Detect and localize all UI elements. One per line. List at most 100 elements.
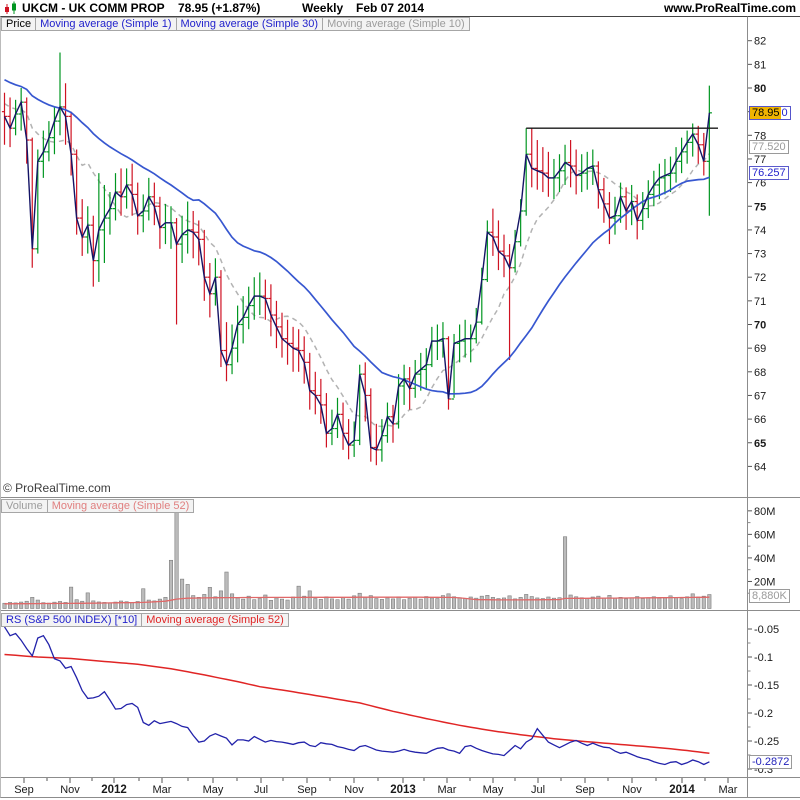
volume-bar xyxy=(141,588,146,609)
volume-bar xyxy=(85,592,90,609)
volume-bar xyxy=(146,599,151,609)
volume-bar xyxy=(191,595,196,609)
volume-bar xyxy=(74,599,79,609)
month-label: 2014 xyxy=(669,784,695,796)
volume-bar xyxy=(224,571,229,609)
price-indicator-tabs: Price Moving average (Simple 1) Moving ave… xyxy=(1,17,470,31)
volume-bar xyxy=(596,595,601,609)
volume-bar xyxy=(218,590,223,609)
month-label: 2012 xyxy=(101,784,127,796)
volume-bar xyxy=(385,597,390,609)
volume-bar xyxy=(607,595,612,609)
price-tick-label: 70 xyxy=(754,320,766,332)
price-indicator-tab[interactable]: Moving average (Simple 30) xyxy=(175,17,324,31)
volume-bar xyxy=(346,598,351,609)
volume-bar xyxy=(368,595,373,609)
volume-bar xyxy=(80,600,85,609)
price-tick-label: 68 xyxy=(754,367,766,379)
volume-bar xyxy=(540,598,545,609)
volume-bar xyxy=(618,597,623,609)
volume-bar xyxy=(612,597,617,609)
volume-bar xyxy=(452,596,457,609)
volume-bar xyxy=(485,595,490,609)
volume-bar xyxy=(535,597,540,609)
volume-indicator-tab[interactable]: Volume xyxy=(1,499,48,513)
volume-bar xyxy=(124,601,129,609)
volume-bar xyxy=(285,599,290,609)
rs-tick-label: -0.2 xyxy=(754,708,773,720)
volume-bar xyxy=(374,598,379,609)
volume-bar xyxy=(490,597,495,609)
volume-bar xyxy=(157,598,162,609)
volume-bar xyxy=(624,598,629,609)
volume-bar xyxy=(568,594,573,609)
price-tick-label: 73 xyxy=(754,249,766,261)
month-label: 2013 xyxy=(390,784,416,796)
volume-bar xyxy=(107,602,112,609)
price-indicator-tab[interactable]: Price xyxy=(1,17,37,31)
volume-bar xyxy=(185,584,190,609)
volume-bar xyxy=(63,602,68,609)
volume-bar xyxy=(563,536,568,609)
volume-bar xyxy=(402,599,407,609)
month-label: Nov xyxy=(344,784,364,796)
month-label: Mar xyxy=(153,784,172,796)
volume-bar xyxy=(407,597,412,609)
price-tick-label: 69 xyxy=(754,343,766,355)
volume-bar xyxy=(180,578,185,609)
volume-bar xyxy=(113,601,118,609)
volume-bar xyxy=(479,595,484,609)
price-tick-label: 74 xyxy=(754,225,766,237)
rs-indicator-tab[interactable]: RS (S&P 500 INDEX) [*10] xyxy=(1,613,143,627)
volume-bar xyxy=(674,597,679,609)
price-indicator-tab[interactable]: Moving average (Simple 10) xyxy=(322,17,470,31)
volume-bar xyxy=(357,592,362,609)
last-price-final-digit: 0 xyxy=(780,107,790,119)
price-indicator-tab[interactable]: Moving average (Simple 1) xyxy=(35,17,177,31)
volume-tick-label: 80M xyxy=(754,506,775,518)
volume-bar xyxy=(19,601,24,609)
volume-bar xyxy=(574,596,579,609)
volume-bar xyxy=(507,595,512,609)
sma10-value-box: 77.520 xyxy=(749,140,789,154)
price-tick-label: 77 xyxy=(754,154,766,166)
volume-bar xyxy=(57,601,62,609)
month-label: Sep xyxy=(14,784,34,796)
volume-bar xyxy=(668,595,673,609)
rs-indicator-tab[interactable]: Moving average (Simple 52) xyxy=(141,613,289,627)
volume-bar xyxy=(518,597,523,609)
volume-bar xyxy=(379,599,384,609)
volume-bar xyxy=(119,600,124,609)
volume-bar xyxy=(174,504,179,609)
volume-bar xyxy=(341,597,346,609)
volume-bar xyxy=(601,597,606,609)
price-tick-label: 65 xyxy=(754,438,766,450)
volume-bar xyxy=(52,601,57,609)
volume-indicator-tabs: Volume Moving average (Simple 52) xyxy=(1,499,195,513)
volume-bar xyxy=(152,600,157,609)
rs-line xyxy=(3,626,710,766)
last-price-and-change: 78.95 (+1.87%) xyxy=(178,1,261,15)
month-label: Mar xyxy=(438,784,457,796)
volume-bar xyxy=(363,597,368,609)
volume-bar xyxy=(252,599,257,609)
volume-bar xyxy=(657,597,662,609)
close-price-line xyxy=(3,99,711,451)
month-label: Jul xyxy=(254,784,268,796)
month-label: Nov xyxy=(622,784,642,796)
volume-indicator-tab[interactable]: Moving average (Simple 52) xyxy=(46,499,195,513)
month-label: Mar xyxy=(719,784,738,796)
month-label: Nov xyxy=(60,784,80,796)
rs-tick-label: -0.15 xyxy=(754,680,779,692)
volume-bar xyxy=(291,596,296,609)
volume-bar xyxy=(8,602,13,609)
month-label: May xyxy=(203,784,224,796)
volume-bar xyxy=(302,595,307,609)
volume-bar xyxy=(557,597,562,609)
volume-tick-label: 60M xyxy=(754,529,775,541)
volume-bar xyxy=(546,596,551,609)
price-tick-label: 66 xyxy=(754,414,766,426)
sma30-line xyxy=(4,79,710,395)
site-watermark: www.ProRealTime.com xyxy=(663,1,796,15)
